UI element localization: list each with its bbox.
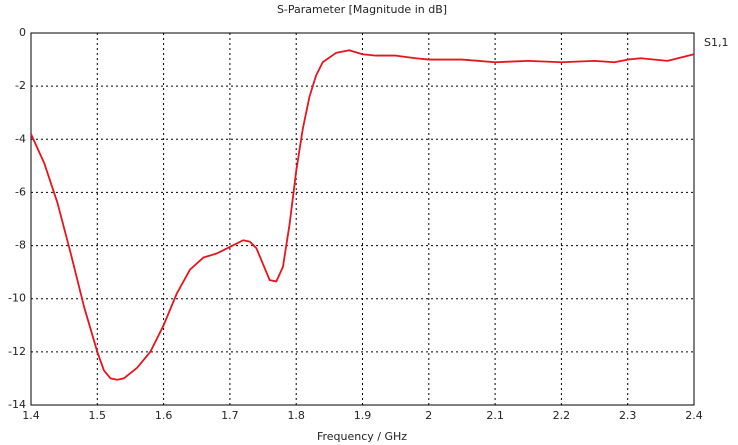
- x-tick-label: 2: [425, 409, 432, 422]
- x-axis-label: Frequency / GHz: [317, 430, 407, 443]
- series-line: [30, 49, 695, 381]
- plot-frame: [30, 32, 695, 406]
- y-tick-label: -2: [15, 79, 26, 92]
- y-tick-label: -10: [8, 292, 26, 305]
- x-tick-label: 2.1: [486, 409, 504, 422]
- x-tick-label: 1.9: [354, 409, 372, 422]
- legend-label: S1,1: [704, 36, 728, 49]
- y-tick-label: -4: [15, 132, 26, 145]
- chart-title: S-Parameter [Magnitude in dB]: [277, 3, 447, 16]
- y-tick-label: -6: [15, 185, 26, 198]
- y-tick-label: 0: [19, 26, 26, 39]
- x-tick-label: 1.5: [89, 409, 107, 422]
- y-tick-label: -8: [15, 239, 26, 252]
- y-tick-label: -12: [8, 345, 26, 358]
- x-tick-label: 1.6: [155, 409, 173, 422]
- y-tick-label: -14: [8, 398, 26, 411]
- x-tick-label: 2.2: [553, 409, 571, 422]
- x-tick-label: 1.4: [22, 409, 40, 422]
- x-tick-label: 2.3: [619, 409, 637, 422]
- x-tick-label: 2.4: [685, 409, 703, 422]
- x-tick-label: 1.7: [221, 409, 239, 422]
- x-tick-label: 1.8: [287, 409, 305, 422]
